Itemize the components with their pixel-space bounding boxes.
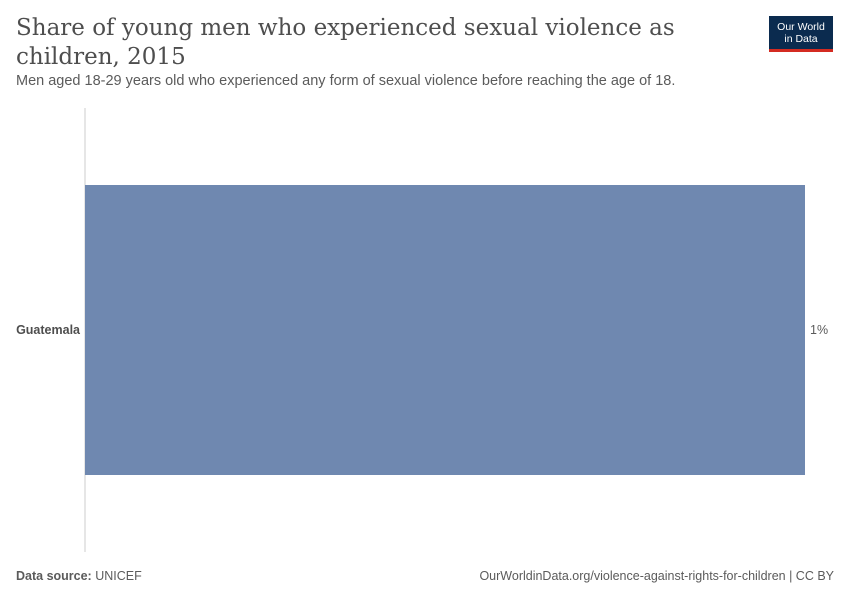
logo-line-1: Our World <box>777 21 825 33</box>
data-source: Data source: UNICEF <box>16 569 142 583</box>
data-source-label: Data source: <box>16 569 92 583</box>
value-label: 1% <box>810 323 828 337</box>
category-label: Guatemala <box>16 323 81 337</box>
bar-guatemala[interactable] <box>85 185 805 475</box>
chart-title: Share of young men who experienced sexua… <box>16 15 675 70</box>
chart-marks: Guatemala 1% <box>16 108 828 552</box>
footer-credit[interactable]: OurWorldinData.org/violence-against-righ… <box>479 569 834 583</box>
bar-chart: Guatemala 1% <box>16 108 828 552</box>
data-source-value[interactable]: UNICEF <box>95 569 142 583</box>
chart-subtitle: Men aged 18-29 years old who experienced… <box>16 73 676 89</box>
logo-line-2: in Data <box>784 33 818 45</box>
owid-logo[interactable]: Our World in Data <box>769 16 833 52</box>
